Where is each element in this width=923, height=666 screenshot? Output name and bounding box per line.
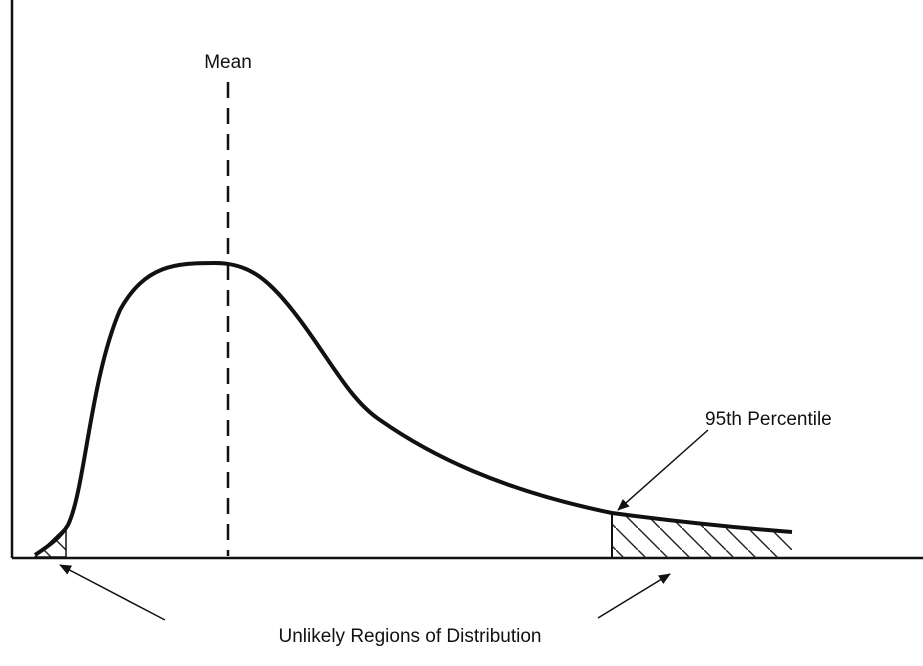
right-region-arrow xyxy=(597,573,671,619)
percentile-label: 95th Percentile xyxy=(705,409,832,430)
regions-label: Unlikely Regions of Distribution xyxy=(279,626,542,647)
percentile-arrow xyxy=(617,429,709,511)
distribution-curve xyxy=(33,260,793,557)
mean-label: Mean xyxy=(204,52,252,73)
left-region-arrow xyxy=(59,564,166,621)
